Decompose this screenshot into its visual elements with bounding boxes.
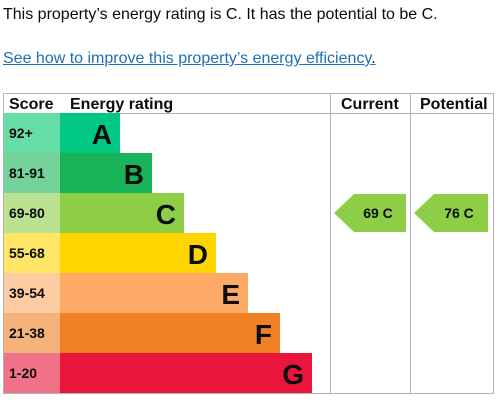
score-label: 81-91 [9, 165, 45, 181]
score-cell-bg [4, 193, 60, 233]
link-trailing-period: . [371, 50, 376, 67]
score-label: 21-38 [9, 325, 45, 341]
rating-bar-a [60, 113, 120, 153]
score-cell-bg [4, 113, 60, 153]
rating-bar-e [60, 273, 248, 313]
header-current: Current [341, 96, 399, 113]
header-score: Score [9, 96, 54, 113]
rating-letter: F [255, 319, 272, 350]
potential-rating-label: 76 C [444, 205, 474, 221]
score-cell-bg [4, 313, 60, 353]
score-label: 1-20 [9, 365, 37, 381]
score-label: 39-54 [9, 285, 45, 301]
rating-letter: E [221, 279, 240, 310]
score-cell-bg [4, 153, 60, 193]
header-energy-rating: Energy rating [70, 96, 173, 113]
rating-bar-b [60, 153, 152, 193]
rating-bar-d [60, 233, 216, 273]
rating-letter: A [92, 119, 112, 150]
header-potential: Potential [420, 96, 488, 113]
rating-letter: D [188, 239, 208, 270]
current-rating-label: 69 C [363, 205, 393, 221]
score-label: 55-68 [9, 245, 45, 261]
improve-efficiency-link[interactable]: See how to improve this property’s energ… [3, 50, 372, 67]
rating-bar-g [60, 353, 312, 393]
score-label: 69-80 [9, 205, 45, 221]
score-label: 92+ [9, 125, 33, 141]
rating-letter: G [282, 359, 304, 390]
improve-efficiency-paragraph: See how to improve this property’s energ… [3, 50, 376, 68]
table-border [3, 93, 494, 394]
potential-rating-arrow [414, 194, 488, 232]
current-rating-arrow [334, 194, 406, 232]
rating-letter: C [156, 199, 176, 230]
score-cell-bg [4, 233, 60, 273]
rating-letter: B [124, 159, 144, 190]
rating-bands: 92+ A 81-91 B 69-80 C 55-68 D 39-54 E 21-38 F 1-20 G [4, 113, 312, 393]
energy-rating-summary: This property’s energy rating is C. It h… [3, 6, 438, 23]
rating-bar-c [60, 193, 184, 233]
rating-bar-f [60, 313, 280, 353]
score-cell-bg [4, 273, 60, 313]
score-cell-bg [4, 353, 60, 393]
rating-markers: 69 C 76 C [334, 194, 488, 232]
